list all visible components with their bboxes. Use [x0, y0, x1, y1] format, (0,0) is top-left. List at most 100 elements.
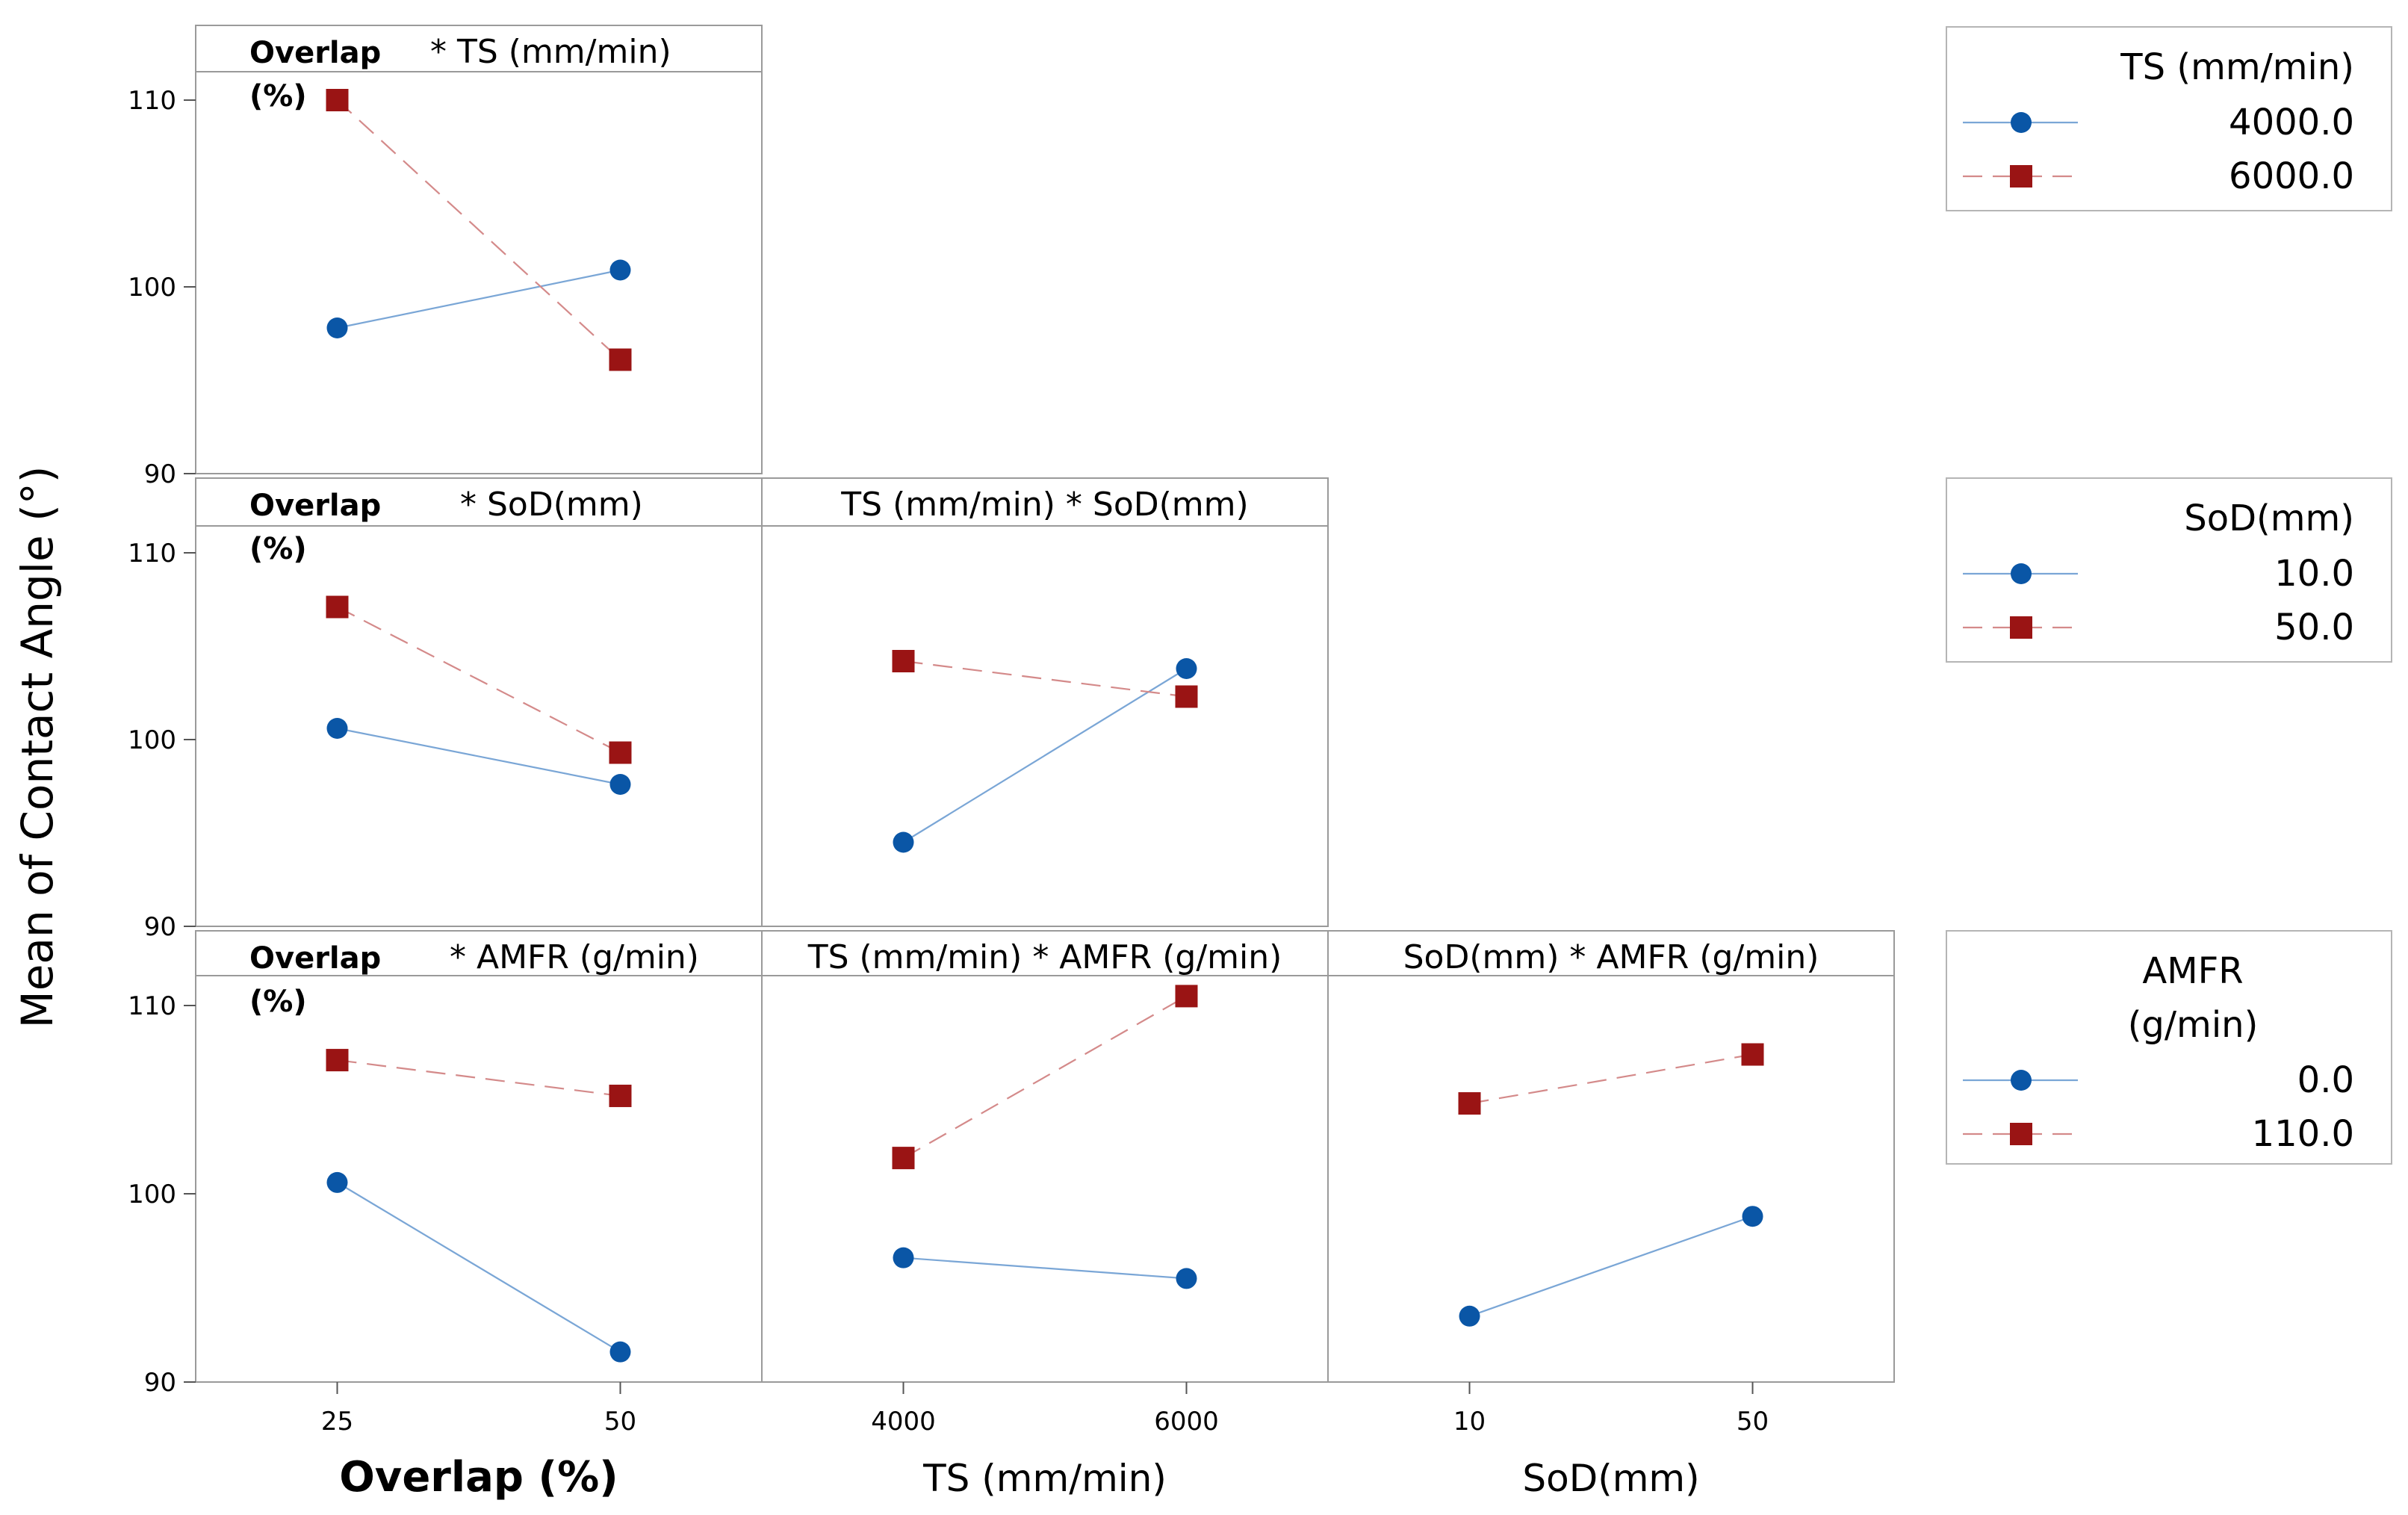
y-tick-label: 100 [128, 273, 176, 303]
point-level1-0 [326, 718, 348, 739]
series-line-level1 [337, 727, 621, 786]
legend-marker-level1 [2011, 112, 2032, 133]
series-line-level2 [337, 1059, 621, 1097]
y-tick-label: 90 [144, 912, 176, 942]
point-level2-1 [1175, 985, 1198, 1008]
panel-frame [761, 477, 1329, 927]
legend-layer: TS (mm/min) 4000.0 6000.0 SoD(mm) 10.0 50.0 AM… [1946, 26, 2392, 1165]
legend-marker-level1 [2011, 1070, 2032, 1091]
point-level1-1 [609, 774, 631, 795]
series-line-level1 [336, 1181, 621, 1353]
panel-title: * AMFR (g/min) [450, 938, 699, 976]
panel-title: TS (mm/min) * SoD(mm) [840, 486, 1248, 524]
point-level2-1 [609, 348, 632, 371]
x-tick-label: 10 [1453, 1407, 1486, 1437]
y-tick-label: 100 [128, 725, 176, 755]
legend-entry: 110.0 [2252, 1113, 2354, 1155]
panel-frame [761, 930, 1329, 1383]
legend-marker-level1 [2011, 563, 2032, 584]
series-line-level2 [902, 995, 1188, 1159]
legend-marker-level2 [2010, 165, 2032, 188]
point-level2-1 [609, 741, 632, 764]
series-line-level2 [336, 606, 621, 754]
x-axis-layer: 25 50 Overlap (%) 4000 6000 TS (mm/min) 10 50 So… [196, 1381, 1894, 1502]
point-level2-0 [326, 595, 349, 619]
series-line-level2 [903, 660, 1187, 698]
series-line-level2 [336, 99, 621, 361]
y-tick-label: 110 [128, 539, 176, 568]
point-level1-1 [609, 259, 631, 281]
panel-title: SoD(mm) * AMFR (g/min) [1403, 938, 1819, 976]
y-tick-label: 90 [144, 1368, 176, 1398]
point-level2-0 [326, 1049, 349, 1072]
x-axis-label: SoD(mm) [1522, 1457, 1699, 1500]
series-line-level1 [902, 668, 1188, 843]
point-level2-1 [609, 1084, 632, 1107]
legend-entry: 0.0 [2297, 1059, 2354, 1101]
panel-title: * TS (mm/min) [430, 33, 671, 71]
legend-title: TS (mm/min) [2120, 46, 2354, 88]
legend-entry: 10.0 [2274, 553, 2354, 595]
legend-entry: 4000.0 [2229, 102, 2354, 143]
point-level2-0 [892, 1147, 915, 1170]
panel-2-2: SoD(mm) * AMFR (g/min) [1327, 930, 1895, 1383]
panels-layer: Overlap (%) * TS (mm/min) 90 100 110 Overlap (%… [128, 25, 1895, 1398]
point-level1-1 [1176, 658, 1197, 679]
panel-0-0: Overlap (%) * TS (mm/min) 90 100 110 [128, 25, 763, 489]
point-level1-1 [1176, 1268, 1197, 1289]
legend-title: SoD(mm) [2184, 498, 2354, 539]
legend-3: AMFR (g/min) 0.0 110.0 [1946, 930, 2392, 1165]
point-level1-0 [1459, 1305, 1480, 1327]
legend-title-line1: AMFR [2142, 950, 2243, 992]
legend-2: SoD(mm) 10.0 50.0 [1946, 477, 2392, 663]
point-level1-1 [609, 1341, 631, 1363]
point-level2-1 [1741, 1043, 1764, 1066]
y-axis-label: Mean of Contact Angle (°) [12, 466, 63, 1029]
x-tick-label: 25 [321, 1407, 353, 1437]
panel-title-factor-line2: (%) [249, 532, 307, 566]
point-level1-0 [893, 1247, 914, 1268]
panel-2-0: Overlap (%) * AMFR (g/min) 90 100 110 [128, 930, 763, 1398]
y-tick-label: 110 [128, 86, 176, 116]
panel-title-factor-line1: Overlap [249, 941, 381, 976]
point-level2-0 [1458, 1092, 1481, 1115]
panel-1-1: TS (mm/min) * SoD(mm) [761, 477, 1329, 927]
panel-1-0: Overlap (%) * SoD(mm) 90 100 110 [128, 477, 763, 942]
point-level2-0 [326, 89, 349, 111]
panel-title-factor-line1: Overlap [249, 36, 381, 70]
panel-frame [1327, 930, 1895, 1383]
y-tick-label: 100 [128, 1180, 176, 1209]
legend-marker-level2 [2010, 616, 2032, 639]
x-axis-label: TS (mm/min) [922, 1457, 1167, 1500]
point-level1-0 [893, 831, 914, 853]
point-level2-1 [1175, 685, 1198, 708]
legend-1: TS (mm/min) 4000.0 6000.0 [1946, 26, 2392, 211]
panel-title: TS (mm/min) * AMFR (g/min) [807, 938, 1282, 976]
panel-title-factor-line1: Overlap [249, 489, 381, 523]
panel-title: * SoD(mm) [460, 486, 643, 524]
x-tick-label: 50 [604, 1407, 636, 1437]
panel-title-factor-line2: (%) [249, 985, 307, 1019]
x-axis-label: Overlap (%) [339, 1453, 618, 1502]
panel-title-factor-line2: (%) [249, 79, 307, 114]
x-tick-label: 6000 [1154, 1407, 1219, 1437]
panel-frame [195, 25, 763, 474]
x-tick-label: 4000 [871, 1407, 936, 1437]
legend-entry: 6000.0 [2229, 155, 2354, 197]
series-line-level2 [1469, 1053, 1753, 1105]
y-tick-label: 110 [128, 991, 176, 1021]
series-line-level1 [903, 1257, 1187, 1280]
legend-entry: 50.0 [2274, 607, 2354, 648]
point-level2-0 [892, 650, 915, 672]
point-level1-1 [1742, 1206, 1763, 1227]
x-tick-label: 50 [1737, 1407, 1769, 1437]
point-level1-0 [326, 1171, 348, 1193]
legend-title-line2: (g/min) [2128, 1004, 2259, 1046]
y-tick-label: 90 [144, 459, 176, 489]
series-line-level1 [337, 269, 621, 329]
series-line-level1 [1469, 1215, 1753, 1317]
panel-2-1: TS (mm/min) * AMFR (g/min) [761, 930, 1329, 1383]
legend-marker-level2 [2010, 1123, 2032, 1145]
point-level1-0 [326, 317, 348, 338]
